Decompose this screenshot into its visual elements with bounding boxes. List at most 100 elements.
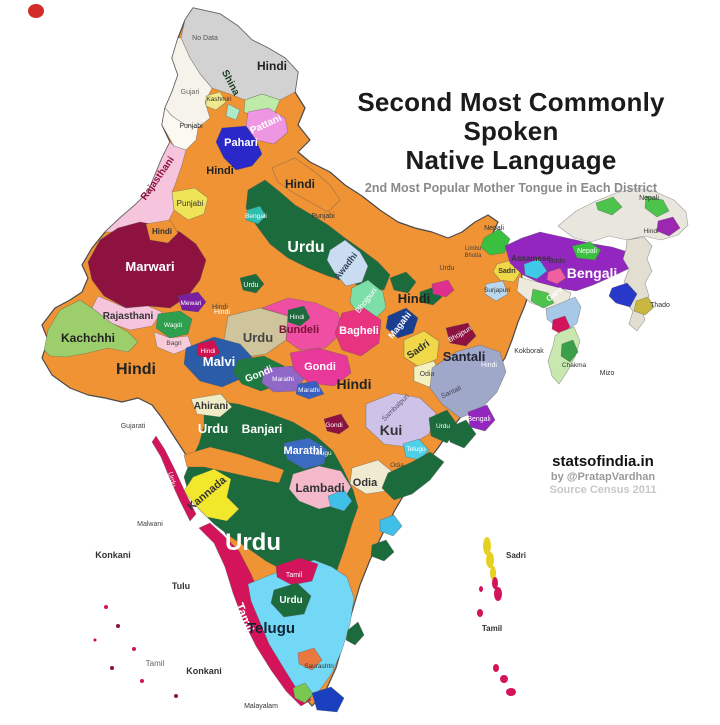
label-marathi: Marathi bbox=[272, 376, 294, 383]
region-odisha-green-coast bbox=[381, 451, 445, 501]
region-ap-cyan-patch bbox=[379, 514, 403, 537]
island-lakshadweep-3 bbox=[132, 647, 136, 651]
label-mewari: Mewari bbox=[181, 300, 202, 307]
label-konkani: Konkani bbox=[95, 550, 131, 560]
label-telugu: Telugu bbox=[312, 450, 332, 457]
label-assamese: Assamese bbox=[511, 254, 551, 263]
label-bundeli: Bundeli bbox=[279, 324, 319, 336]
label-thado: Thado bbox=[650, 302, 670, 309]
label-hindi: Hindi bbox=[152, 227, 172, 236]
region-manipur-blue bbox=[608, 282, 638, 308]
island-lakshadweep-7 bbox=[93, 638, 97, 642]
region-hindi-pocket-rajasthan bbox=[145, 219, 179, 244]
label-bengali: Bengali bbox=[467, 416, 491, 423]
label-kachchhi: Kachchhi bbox=[61, 331, 115, 345]
region-arunachal-purple bbox=[656, 216, 681, 237]
region-pahari bbox=[215, 125, 263, 171]
label-sadri: Sadri bbox=[506, 551, 526, 560]
region-hindi-crimson-badge bbox=[196, 339, 221, 360]
label-odia: Odia bbox=[353, 477, 378, 489]
label-lambadi: Lambadi bbox=[295, 481, 344, 495]
label-hindi: Hindi bbox=[257, 59, 287, 73]
region-surjapuri bbox=[484, 280, 509, 302]
region-gondi-magenta bbox=[289, 347, 352, 387]
region-tamil-tn-top bbox=[275, 557, 319, 586]
label-nepali: Nepali bbox=[484, 225, 504, 232]
region-sadri-jharkhand bbox=[403, 330, 440, 368]
region-sikkim-nepali bbox=[480, 228, 511, 256]
region-bengali-wb bbox=[467, 404, 496, 432]
island-lakshadweep-5 bbox=[140, 679, 144, 683]
island-andaman-tamil-4 bbox=[477, 609, 483, 617]
island-andaman-sadri-1 bbox=[483, 537, 491, 555]
label-ahirani: Ahirani bbox=[194, 401, 229, 412]
region-konkan-strip bbox=[151, 435, 197, 522]
island-andaman-tamil-1 bbox=[492, 577, 498, 589]
region-bhojpuri-badge bbox=[445, 322, 477, 347]
label-urdu: Urdu bbox=[439, 265, 454, 272]
label-gujari: Gujari bbox=[181, 89, 200, 96]
label-no-data: No Data bbox=[192, 35, 218, 42]
region-bihar-magenta bbox=[431, 279, 455, 298]
label-urdu: Urdu bbox=[166, 471, 177, 488]
island-nicobar-3 bbox=[506, 688, 516, 696]
region-mh-orange-band bbox=[183, 446, 285, 484]
region-santali bbox=[429, 344, 507, 419]
label-kokborak: Kokborak bbox=[514, 348, 544, 355]
region-kashmir-mint bbox=[225, 103, 241, 121]
region-awadhi bbox=[326, 239, 369, 287]
label-marwari: Marwari bbox=[125, 259, 174, 274]
region-tn-east-green bbox=[345, 621, 365, 646]
label-tulu: Tulu bbox=[172, 581, 190, 591]
label-gondi: Gondi bbox=[325, 422, 342, 429]
region-arunachal-green-b bbox=[644, 195, 670, 218]
label-telugu: Telugu bbox=[247, 620, 295, 637]
region-kannada bbox=[183, 468, 240, 522]
region-naga-strip bbox=[622, 236, 653, 332]
label-urdu: Urdu bbox=[243, 330, 273, 345]
label-hindi: Hindi bbox=[214, 309, 230, 316]
label-sadri: Sadri bbox=[498, 268, 516, 275]
label-bagri: Bagri bbox=[166, 340, 181, 347]
region-hindi-uttarakhand bbox=[271, 157, 341, 213]
label-marathi: Marathi bbox=[298, 387, 320, 394]
label-malvi: Malvi bbox=[203, 354, 236, 369]
region-assam-cyan bbox=[523, 258, 548, 280]
region-ap-green-patch bbox=[370, 539, 395, 562]
region-thado-olive bbox=[633, 296, 655, 316]
region-assam-pink bbox=[546, 267, 567, 285]
label-marathi: Marathi bbox=[283, 445, 322, 457]
region-telangana-cyan bbox=[327, 489, 353, 512]
region-urdu-tn bbox=[270, 582, 312, 618]
label-odia: Odia bbox=[420, 371, 435, 378]
label-hindi: Hindi bbox=[290, 314, 305, 321]
region-marathi-blue-south bbox=[283, 437, 328, 470]
label-nepali: Nepali bbox=[639, 195, 659, 202]
label-gondi: Gondi bbox=[304, 361, 336, 373]
label-chakma: Chakma bbox=[562, 362, 587, 369]
region-saurashtri bbox=[297, 647, 323, 671]
label-kui: Kui bbox=[380, 422, 403, 438]
label-santali: Santali bbox=[443, 349, 486, 364]
island-nicobar-2 bbox=[500, 675, 508, 683]
island-lakshadweep-1 bbox=[104, 605, 108, 609]
label-urdu: Urdu bbox=[287, 239, 324, 256]
label-hindi: Hindi bbox=[206, 165, 234, 177]
region-wagdi bbox=[155, 310, 193, 339]
region-marathi-blue-patch bbox=[295, 380, 325, 400]
region-urdu-green-mp-top bbox=[239, 273, 265, 294]
region-mewari bbox=[177, 291, 207, 313]
label-bhotia: Bhotia bbox=[464, 253, 482, 259]
label-punjabi: Punjabi bbox=[179, 123, 203, 130]
label-urdu: Urdu bbox=[279, 595, 302, 606]
region-bihar-green-a bbox=[389, 271, 417, 294]
region-magahi bbox=[385, 307, 419, 339]
label-nepali: Nepali bbox=[577, 248, 597, 255]
island-lakshadweep-2 bbox=[116, 624, 120, 628]
label-hindi: Hindi bbox=[481, 362, 497, 369]
region-kachchhi bbox=[43, 299, 139, 358]
label-hindi: Hindi bbox=[285, 177, 315, 191]
island-corner-red-mark bbox=[28, 4, 44, 18]
